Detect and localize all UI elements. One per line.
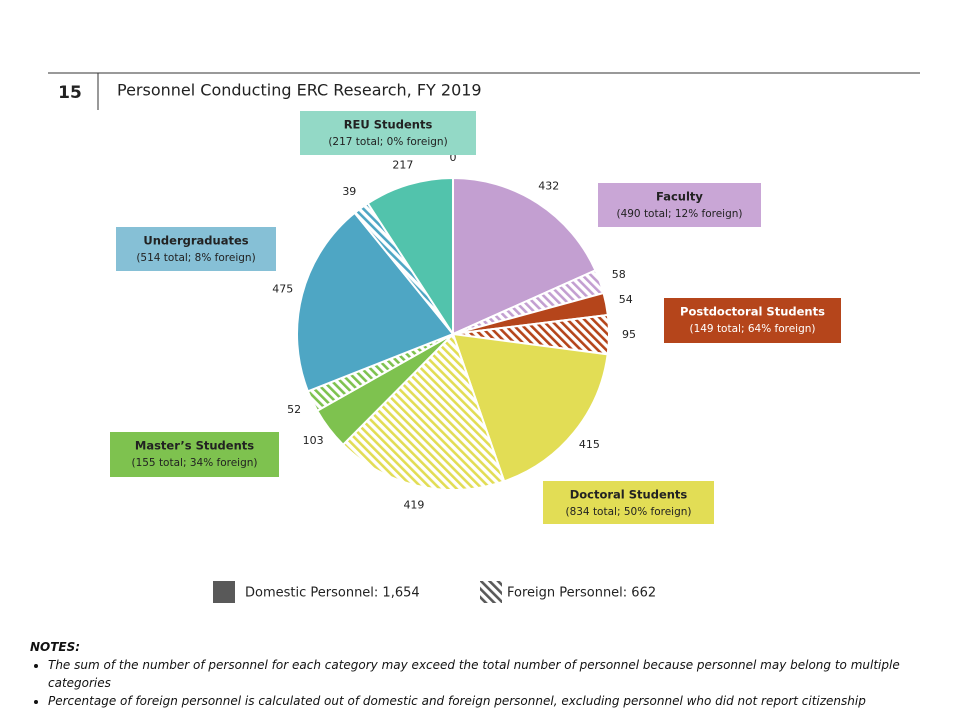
category-name: Doctoral Students — [570, 488, 688, 502]
data-label: 0 — [450, 151, 457, 164]
category-box — [110, 432, 279, 477]
domestic-slice — [366, 176, 454, 338]
category-detail: (514 total; 8% foreign) — [136, 252, 255, 264]
data-label: 52 — [287, 403, 301, 416]
notes-list: The sum of the number of personnel for e… — [30, 656, 930, 710]
category-box — [300, 111, 476, 155]
category-detail: (490 total; 12% foreign) — [616, 208, 742, 220]
note: The sum of the number of personnel for e… — [48, 656, 930, 692]
category-box — [116, 227, 276, 271]
category-box — [598, 183, 761, 227]
data-label: 95 — [622, 328, 636, 341]
category-box — [664, 298, 841, 343]
chart: 15 Personnel Conducting ERC Research, FY… — [48, 72, 920, 603]
data-label: 475 — [272, 282, 293, 295]
domestic-slice — [452, 176, 597, 336]
category-name: Master’s Students — [135, 439, 254, 453]
data-label: 415 — [579, 438, 600, 451]
data-label: 39 — [342, 185, 356, 198]
legend-label: Domestic Personnel: 1,654 — [245, 586, 420, 601]
data-label: 432 — [538, 179, 559, 192]
legend-swatch — [480, 581, 502, 603]
category-box — [543, 481, 714, 524]
data-label: 54 — [619, 293, 633, 306]
legend-swatch — [213, 581, 235, 603]
category-name: Faculty — [656, 190, 703, 204]
category-name: Postdoctoral Students — [680, 305, 825, 319]
data-label: 217 — [392, 158, 413, 171]
slide-number: 15 — [58, 83, 82, 103]
category-detail: (149 total; 64% foreign) — [689, 323, 815, 335]
note: Percentage of foreign personnel is calcu… — [48, 692, 930, 710]
chart-title: Personnel Conducting ERC Research, FY 20… — [117, 81, 482, 100]
category-name: REU Students — [344, 118, 433, 132]
notes-heading: NOTES: — [30, 640, 81, 654]
category-detail: (217 total; 0% foreign) — [328, 136, 447, 148]
category-name: Undergraduates — [143, 234, 248, 248]
data-label: 103 — [303, 434, 324, 447]
data-label: 419 — [403, 499, 424, 512]
foreign-slice — [341, 332, 506, 491]
data-label: 58 — [612, 268, 626, 281]
legend-label: Foreign Personnel: 662 — [507, 586, 656, 601]
notes: NOTES: The sum of the number of personne… — [30, 638, 930, 710]
domestic-slice — [296, 211, 455, 393]
category-detail: (155 total; 34% foreign) — [131, 457, 257, 469]
category-detail: (834 total; 50% foreign) — [565, 506, 691, 518]
